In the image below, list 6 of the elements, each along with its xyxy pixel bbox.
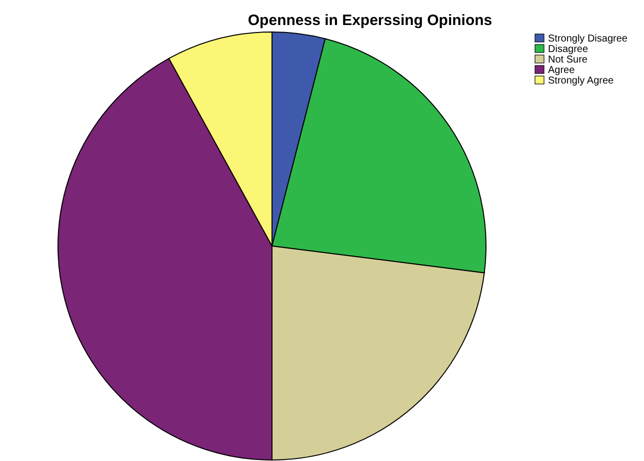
legend-label: Agree	[548, 65, 576, 76]
legend-label: Disagree	[548, 44, 588, 55]
legend-label: Strongly Agree	[548, 76, 614, 86]
chart-title: Openness in Experssing Opinions	[248, 12, 492, 29]
legend-label: Not Sure	[548, 54, 588, 66]
legend-label: Strongly Disagree	[548, 34, 628, 44]
